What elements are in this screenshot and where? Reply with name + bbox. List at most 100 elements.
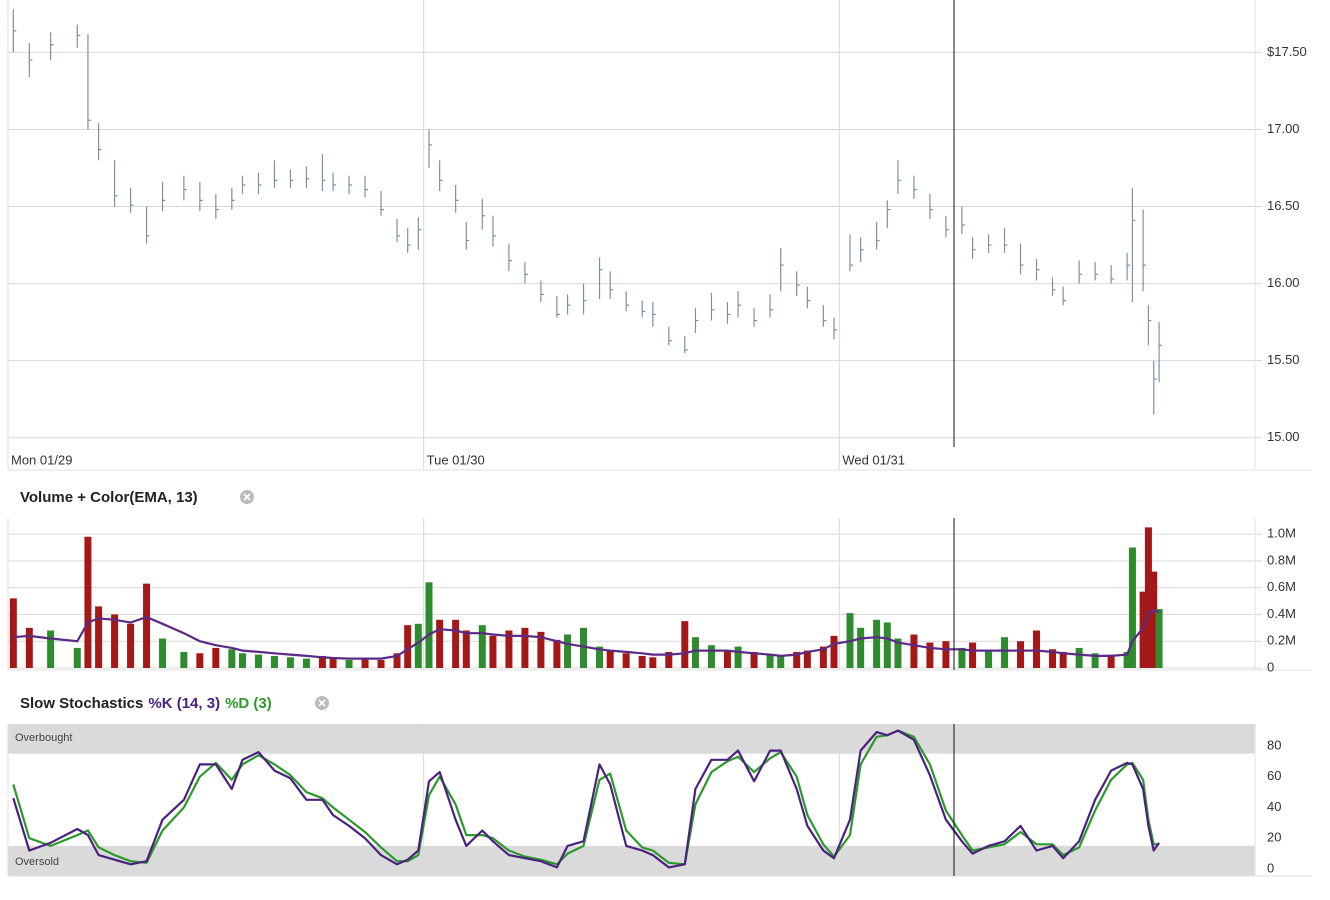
volume-bar <box>537 631 545 668</box>
volume-bar <box>883 622 891 668</box>
volume-bar <box>1001 637 1009 668</box>
y-tick-label: 17.00 <box>1267 121 1300 136</box>
volume-bar <box>553 639 561 668</box>
volume-bar <box>707 645 715 668</box>
volume-bar <box>1059 651 1067 668</box>
volume-bar <box>777 655 785 668</box>
volume-bar <box>622 653 630 668</box>
y-tick-label: 16.00 <box>1267 275 1300 290</box>
volume-bar <box>766 654 774 668</box>
y-tick-label: 60 <box>1267 768 1281 783</box>
volume-bar <box>286 657 294 668</box>
x-tick-label: Tue 01/30 <box>427 452 485 467</box>
volume-bar <box>212 647 220 668</box>
volume-bar <box>159 638 167 668</box>
y-tick-label: 1.0M <box>1267 526 1296 541</box>
volume-bar <box>1150 571 1158 668</box>
volume-bar <box>47 630 55 668</box>
volume-bar <box>803 650 811 668</box>
volume-bar <box>505 630 513 668</box>
volume-bar <box>84 536 92 668</box>
volume-bar <box>1033 630 1041 668</box>
close-cross <box>318 699 326 707</box>
volume-bar <box>228 649 236 668</box>
volume-bar <box>180 651 188 668</box>
volume-bar <box>462 630 470 668</box>
volume-bar <box>1144 527 1152 668</box>
volume-bar <box>681 621 689 668</box>
volume-bar <box>1107 654 1115 668</box>
volume-bar <box>345 659 353 668</box>
volume-bar <box>111 614 119 668</box>
y-tick-label: 20 <box>1267 830 1281 845</box>
y-tick-label: 0.6M <box>1267 579 1296 594</box>
volume-bar <box>564 634 572 668</box>
volume-bar <box>436 619 444 668</box>
volume-bar <box>73 647 81 668</box>
volume-bar <box>1123 651 1131 668</box>
volume-bar <box>1048 649 1056 668</box>
volume-bar <box>425 582 433 668</box>
volume-bar <box>377 659 385 668</box>
x-tick-label: Mon 01/29 <box>11 452 72 467</box>
y-tick-label: 0 <box>1267 860 1274 875</box>
volume-bar <box>942 641 950 668</box>
stochastic-line <box>12 729 1161 869</box>
close-cross <box>243 493 251 501</box>
volume-bar <box>830 635 838 668</box>
volume-bar <box>95 606 103 668</box>
d-legend: %D (3) <box>225 695 272 712</box>
volume-bar <box>521 627 529 668</box>
volume-bar <box>196 653 204 668</box>
volume-bar <box>580 627 588 668</box>
close-stochastics[interactable] <box>315 696 329 710</box>
title-text: Slow Stochastics <box>20 695 143 712</box>
volume-bar <box>734 646 742 668</box>
close-volume[interactable] <box>240 490 254 504</box>
volume-bar <box>606 650 614 668</box>
volume-bar <box>926 642 934 668</box>
volume-bar <box>723 650 731 668</box>
volume-bar <box>452 619 460 668</box>
volume-bar <box>329 658 337 668</box>
volume-bar <box>9 598 17 668</box>
y-tick-label: 80 <box>1267 737 1281 752</box>
volume-title: Volume + Color(EMA, 13) <box>20 489 198 506</box>
y-tick-label: 0 <box>1267 659 1274 674</box>
y-tick-label: 0.2M <box>1267 633 1296 648</box>
volume-bar <box>857 627 865 668</box>
volume-bar <box>894 638 902 668</box>
volume-bar <box>302 658 310 668</box>
volume-bar <box>1091 653 1099 668</box>
volume-bar <box>958 647 966 668</box>
volume-bar <box>638 655 646 668</box>
volume-bar <box>969 642 977 668</box>
stochastics-title: Slow Stochastics %K (14, 3) %D (3) <box>20 695 272 712</box>
y-tick-label: 15.00 <box>1267 429 1300 444</box>
volume-bar <box>127 623 135 668</box>
volume-bar <box>1075 647 1083 668</box>
volume-bar <box>404 625 412 668</box>
volume-bar <box>985 650 993 668</box>
volume-bar <box>318 655 326 668</box>
chart-content: $17.50 17.00 16.50 16.00 15.50 15.00 Mon 01/29… <box>9 9 1307 875</box>
volume-bar <box>1139 591 1147 668</box>
volume-bar <box>478 625 486 668</box>
volume-bar <box>649 657 657 668</box>
volume-bar <box>414 623 422 668</box>
y-tick-label: 16.50 <box>1267 198 1300 213</box>
band <box>8 845 1255 876</box>
volume-bar <box>793 651 801 668</box>
k-legend: %K (14, 3) <box>148 695 220 712</box>
band-label: Oversold <box>15 856 59 868</box>
volume-bar <box>238 653 246 668</box>
volume-bar <box>665 651 673 668</box>
y-tick-label: $17.50 <box>1267 44 1307 59</box>
volume-bar <box>25 627 33 668</box>
y-tick-label: 0.4M <box>1267 606 1296 621</box>
volume-bar <box>750 651 758 668</box>
volume-bar <box>361 658 369 668</box>
band <box>8 724 1255 754</box>
volume-bar <box>691 637 699 668</box>
